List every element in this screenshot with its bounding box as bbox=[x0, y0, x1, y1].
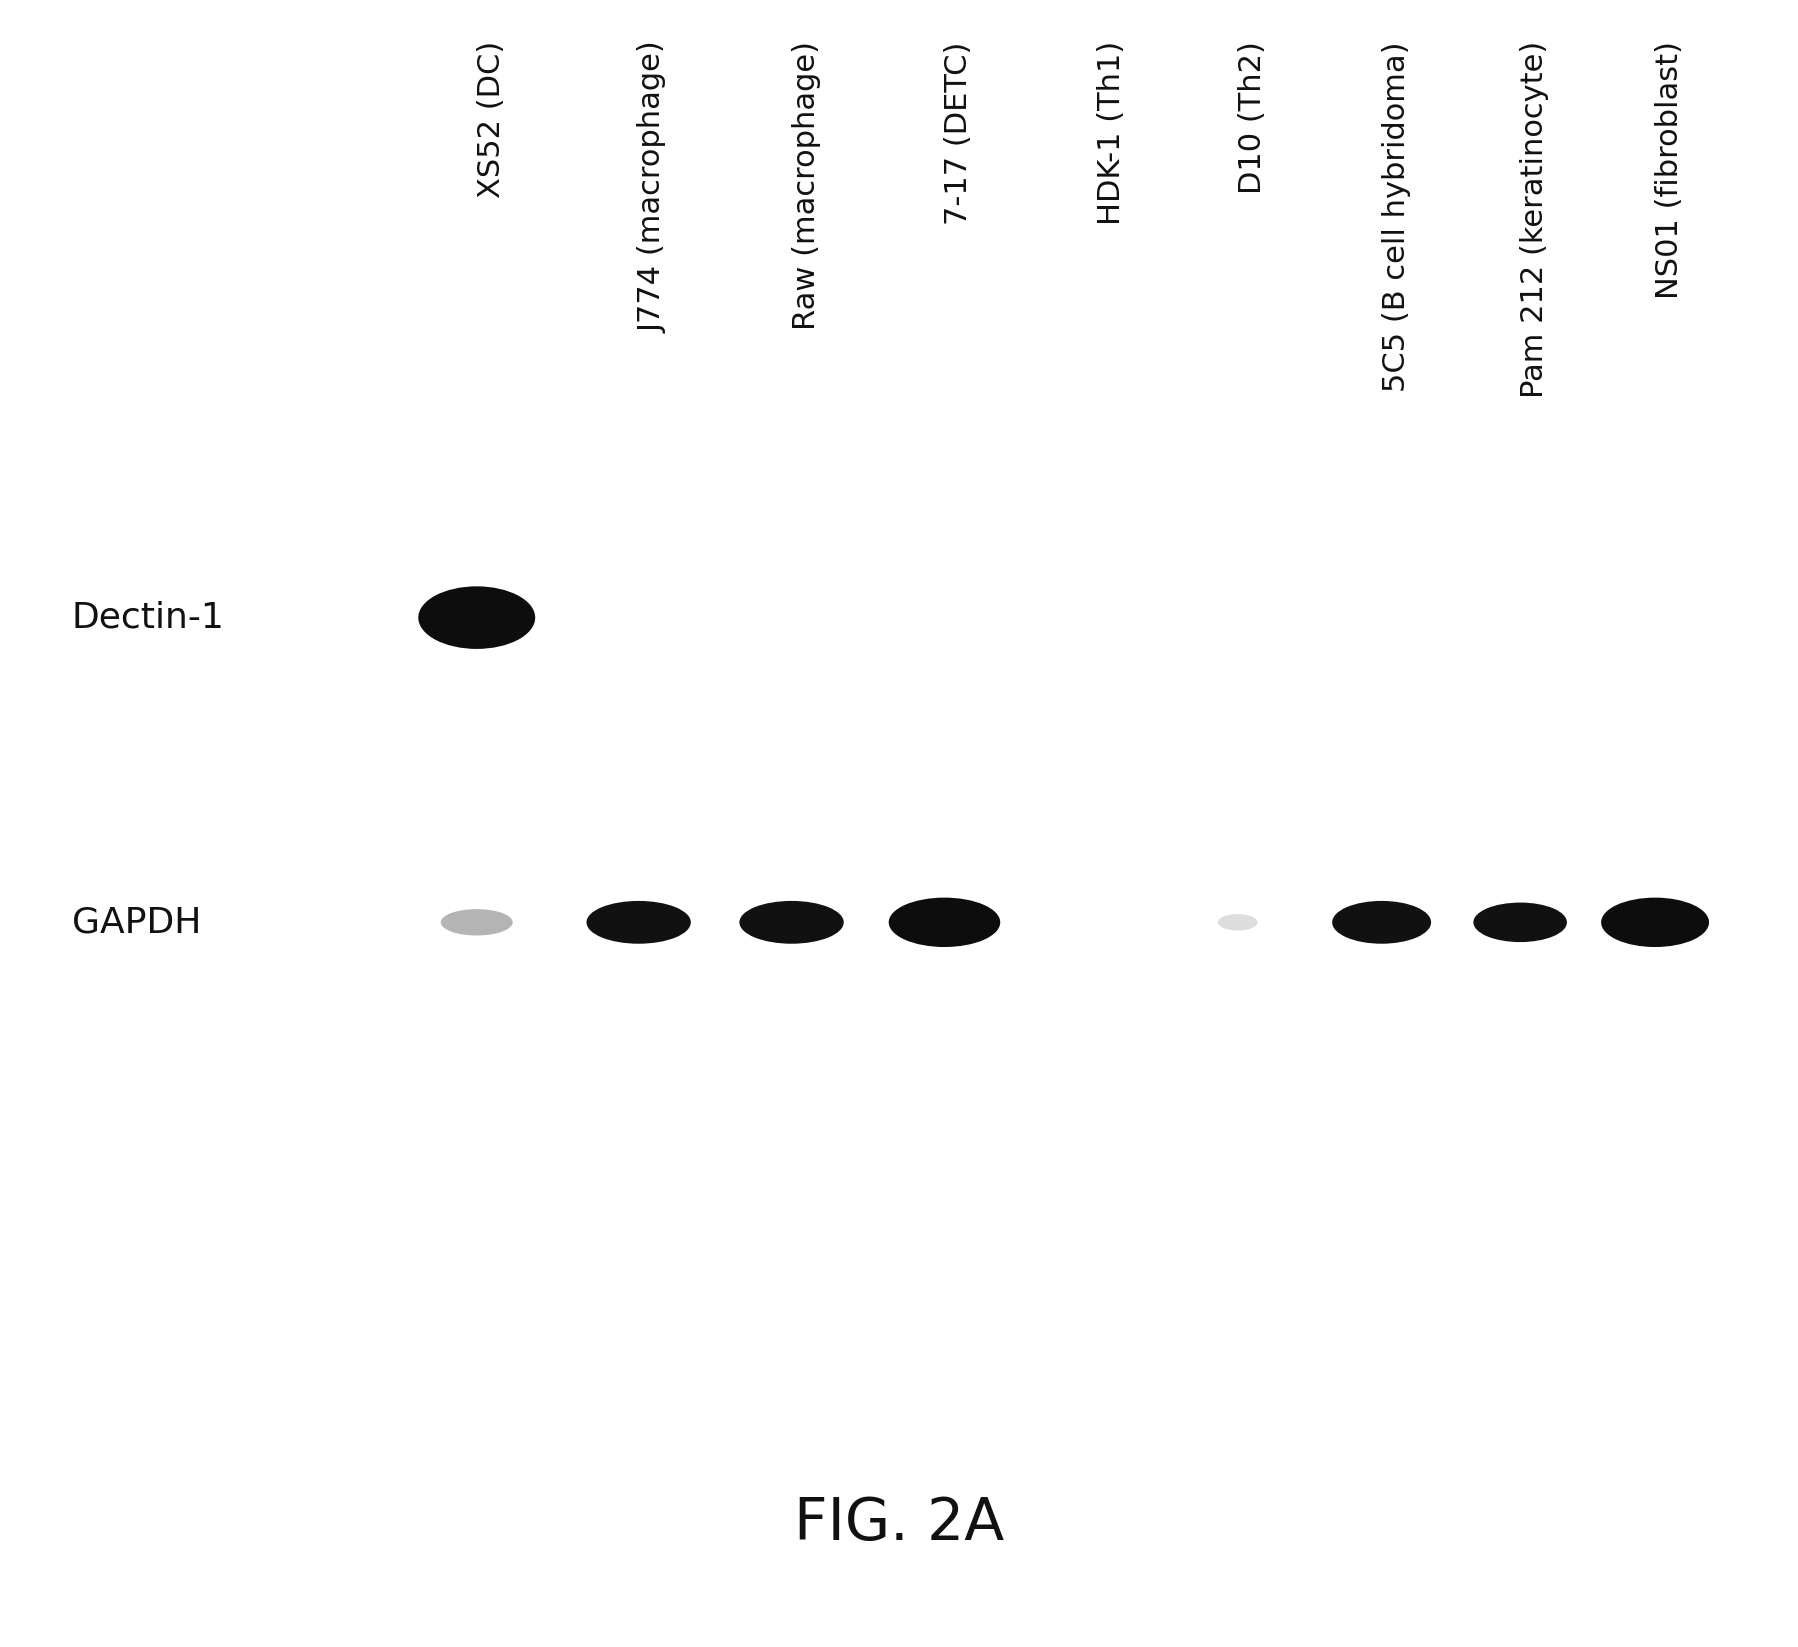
Text: J774 (macrophage): J774 (macrophage) bbox=[638, 41, 667, 333]
Ellipse shape bbox=[1473, 903, 1566, 942]
Ellipse shape bbox=[419, 586, 536, 649]
Text: 7-17 (DETC): 7-17 (DETC) bbox=[944, 41, 973, 224]
Text: XS52 (DC): XS52 (DC) bbox=[476, 41, 505, 198]
Text: Dectin-1: Dectin-1 bbox=[72, 601, 225, 634]
Ellipse shape bbox=[739, 901, 843, 944]
Text: Pam 212 (keratinocyte): Pam 212 (keratinocyte) bbox=[1519, 41, 1548, 399]
Ellipse shape bbox=[888, 898, 1000, 947]
Ellipse shape bbox=[441, 909, 512, 935]
Text: GAPDH: GAPDH bbox=[72, 906, 201, 939]
Text: FIG. 2A: FIG. 2A bbox=[795, 1495, 1003, 1551]
Ellipse shape bbox=[1217, 914, 1257, 931]
Ellipse shape bbox=[586, 901, 690, 944]
Ellipse shape bbox=[1331, 901, 1431, 944]
Text: 5C5 (B cell hybridoma): 5C5 (B cell hybridoma) bbox=[1381, 41, 1410, 392]
Text: D10 (Th2): D10 (Th2) bbox=[1237, 41, 1266, 194]
Text: Raw (macrophage): Raw (macrophage) bbox=[791, 41, 820, 329]
Text: NS01 (fibroblast): NS01 (fibroblast) bbox=[1654, 41, 1683, 300]
Text: HDK-1 (Th1): HDK-1 (Th1) bbox=[1097, 41, 1126, 226]
Ellipse shape bbox=[1600, 898, 1708, 947]
